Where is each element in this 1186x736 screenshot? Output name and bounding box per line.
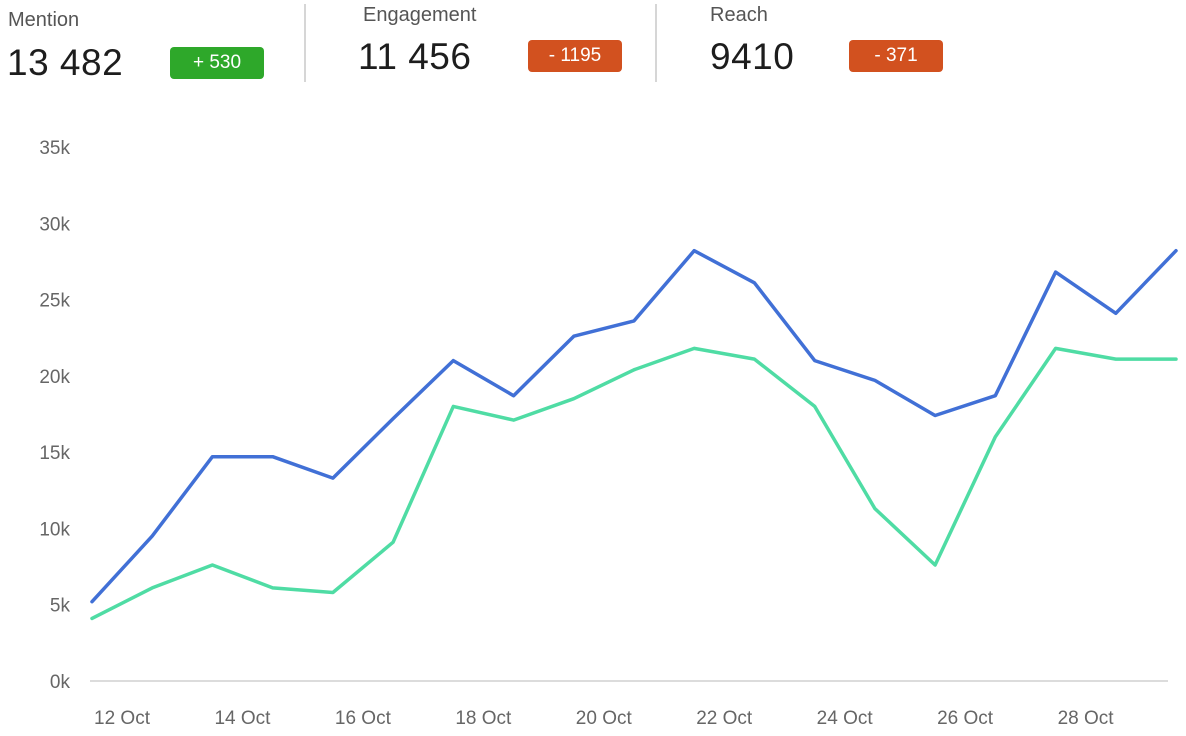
x-tick-label: 14 Oct <box>214 708 271 729</box>
x-tick-label: 22 Oct <box>696 708 753 729</box>
y-tick-label: 5k <box>50 596 71 617</box>
x-tick-label: 20 Oct <box>576 708 633 729</box>
kpi-reach-value: 9410 <box>710 36 795 77</box>
x-tick-label: 16 Oct <box>335 708 392 729</box>
kpi-engagement-label: Engagement <box>363 4 477 26</box>
x-tick-label: 18 Oct <box>455 708 512 729</box>
kpi-divider <box>304 4 306 82</box>
x-tick-label: 12 Oct <box>94 708 151 729</box>
line-chart: 0k 5k 10k 15k 20k 25k 30k 35k 12 Oct 14 Oct 16 Oct… <box>39 138 1178 729</box>
series-line-green <box>90 346 1178 621</box>
kpi-reach-delta-badge: - 371 <box>849 40 943 72</box>
y-tick-label: 25k <box>39 291 70 312</box>
x-tick-label: 24 Oct <box>817 708 874 729</box>
y-tick-label: 35k <box>39 138 70 159</box>
y-tick-label: 10k <box>39 519 70 540</box>
y-tick-label: 20k <box>39 367 70 388</box>
kpi-mention: Mention 13 482 + 530 <box>0 0 300 92</box>
kpi-reach-label: Reach <box>710 4 768 26</box>
series-line-blue <box>90 248 1178 604</box>
kpi-mention-label: Mention <box>8 9 80 31</box>
kpi-engagement-delta-badge: - 1195 <box>528 40 622 72</box>
kpi-reach: Reach 9410 - 371 <box>657 0 997 92</box>
y-tick-label: 15k <box>39 443 70 464</box>
x-tick-label: 26 Oct <box>937 708 994 729</box>
kpi-bar: Mention 13 482 + 530 Engagement 11 456 -… <box>0 0 1186 92</box>
kpi-mention-delta-badge: + 530 <box>170 47 264 79</box>
kpi-engagement: Engagement 11 456 - 1195 <box>306 0 656 92</box>
kpi-mention-value: 13 482 <box>7 42 124 83</box>
y-tick-label: 30k <box>39 214 70 235</box>
x-tick-label: 28 Oct <box>1058 708 1115 729</box>
y-tick-label: 0k <box>50 672 71 693</box>
kpi-engagement-value: 11 456 <box>358 36 472 77</box>
kpi-divider <box>655 4 657 82</box>
